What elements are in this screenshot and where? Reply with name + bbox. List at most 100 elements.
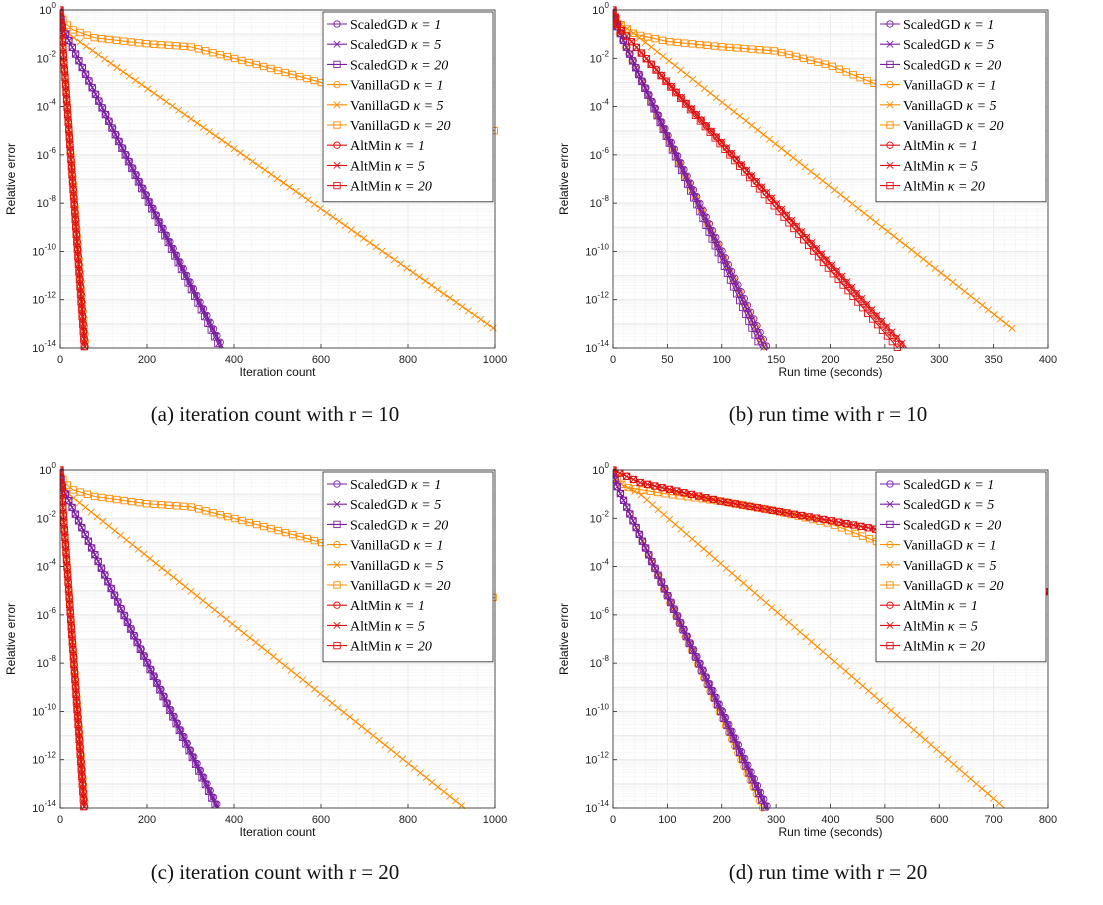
data-point [680, 489, 688, 497]
data-point [60, 13, 65, 22]
data-point [898, 339, 906, 347]
data-point [817, 250, 825, 259]
legend-marker [333, 621, 341, 629]
data-point [972, 780, 980, 788]
data-point [721, 145, 729, 153]
data-point [921, 736, 929, 744]
data-point [422, 774, 430, 782]
x-tick-label: 800 [399, 354, 417, 366]
data-point [299, 676, 307, 684]
data-point [416, 769, 424, 777]
chart-panel-b: 0 50 100 150 200 250 300 350 400 10-14 10-12 10-10 1… [553, 0, 1103, 395]
data-point [410, 764, 418, 772]
data-point [702, 494, 710, 502]
data-point [967, 292, 975, 300]
data-point [1002, 320, 1010, 328]
y-tick-label: 10-6 [37, 146, 57, 162]
data-point [665, 485, 674, 494]
legend-box [322, 11, 494, 203]
legend: ScaledGD κ = 1 ScaledGD κ = 5 ScaledGD κ =… [875, 471, 1047, 663]
x-tick-label: 50 [661, 354, 673, 366]
data-point [733, 44, 741, 52]
data-point [181, 583, 189, 591]
data-point [231, 54, 239, 63]
data-point [73, 705, 81, 714]
legend-entry-scaledgd-kappa-1: ScaledGD κ = 1 [880, 478, 994, 493]
legend-marker [333, 161, 341, 169]
data-point [60, 526, 68, 534]
data-point [65, 133, 73, 141]
data-point [849, 292, 857, 301]
data-point [80, 803, 88, 811]
data-point [726, 151, 734, 159]
data-point [131, 76, 140, 84]
data-point [76, 28, 84, 37]
data-point [740, 44, 749, 53]
data-point [387, 746, 395, 754]
data-point [195, 505, 203, 513]
legend-entry-vanillagd-kappa-5: VanillaGD κ = 5 [327, 99, 444, 114]
legend-marker [333, 80, 341, 89]
legend-entry-vanillagd-kappa-1: VanillaGD κ = 1 [880, 79, 997, 94]
legend-entry-scaledgd-kappa-1: ScaledGD κ = 1 [327, 18, 441, 33]
chart-b-svg: 0 50 100 150 200 250 300 350 400 10-14 10-12 10-10 1… [557, 1, 1057, 379]
data-point [842, 667, 850, 675]
legend-label: AltMin κ = 1 [350, 599, 425, 614]
data-point [902, 241, 910, 249]
data-point [755, 185, 764, 193]
data-point [830, 657, 838, 665]
data-point [223, 52, 232, 61]
data-point [172, 502, 181, 510]
data-point [60, 58, 68, 67]
x-tick-label: 100 [658, 814, 676, 826]
data-point [647, 60, 655, 69]
data-point [827, 517, 836, 525]
data-point [175, 578, 183, 586]
data-point [144, 85, 152, 93]
data-point [68, 170, 76, 179]
y-axis-title: Relative error [4, 143, 18, 215]
data-point [175, 106, 183, 114]
legend-label: VanillaGD κ = 20 [903, 119, 1004, 134]
legend-marker [333, 480, 341, 488]
data-point [202, 47, 210, 55]
legend-label: AltMin κ = 20 [903, 640, 985, 655]
legend-marker [333, 520, 341, 529]
legend-label: VanillaGD κ = 1 [350, 539, 444, 554]
legend-marker [886, 20, 894, 28]
legend-entry-altmin-kappa-20: AltMin κ = 20 [880, 640, 985, 655]
data-point [341, 221, 349, 230]
legend-label: AltMin κ = 20 [903, 180, 985, 195]
data-point [694, 540, 702, 548]
data-point [296, 532, 304, 541]
legend-marker [333, 141, 341, 149]
data-point [70, 660, 78, 669]
legend-entry-scaledgd-kappa-20: ScaledGD κ = 20 [327, 58, 448, 73]
data-point [222, 615, 230, 623]
legend-entry-scaledgd-kappa-1: ScaledGD κ = 1 [327, 478, 441, 493]
series-vanillagd-kappa-5 [613, 468, 1005, 809]
legend-entry-altmin-kappa-1: AltMin κ = 1 [327, 139, 425, 154]
legend-entry-vanillagd-kappa-1: VanillaGD κ = 1 [327, 539, 444, 554]
chart-c-caption: (c) iteration count with r = 20 [150, 860, 400, 884]
legend-label: ScaledGD κ = 5 [350, 498, 441, 513]
data-point [458, 303, 466, 311]
data-point [267, 64, 275, 73]
legend-entry-vanillagd-kappa-20: VanillaGD κ = 20 [327, 119, 451, 134]
data-point [750, 179, 759, 187]
data-point [279, 179, 288, 187]
data-point [751, 589, 759, 597]
y-tick-label: 10-10 [585, 242, 609, 258]
data-point [246, 634, 254, 642]
data-point [697, 116, 706, 124]
y-tick-label: 10-10 [32, 242, 56, 258]
legend-label: AltMin κ = 1 [903, 599, 978, 614]
data-point [761, 803, 769, 811]
data-point [440, 788, 448, 796]
data-point [77, 305, 86, 313]
data-point [107, 59, 115, 67]
x-tick-label: 200 [138, 354, 156, 366]
data-point [310, 536, 319, 545]
y-tick-label: 10-12 [32, 291, 56, 307]
data-point [785, 50, 793, 59]
